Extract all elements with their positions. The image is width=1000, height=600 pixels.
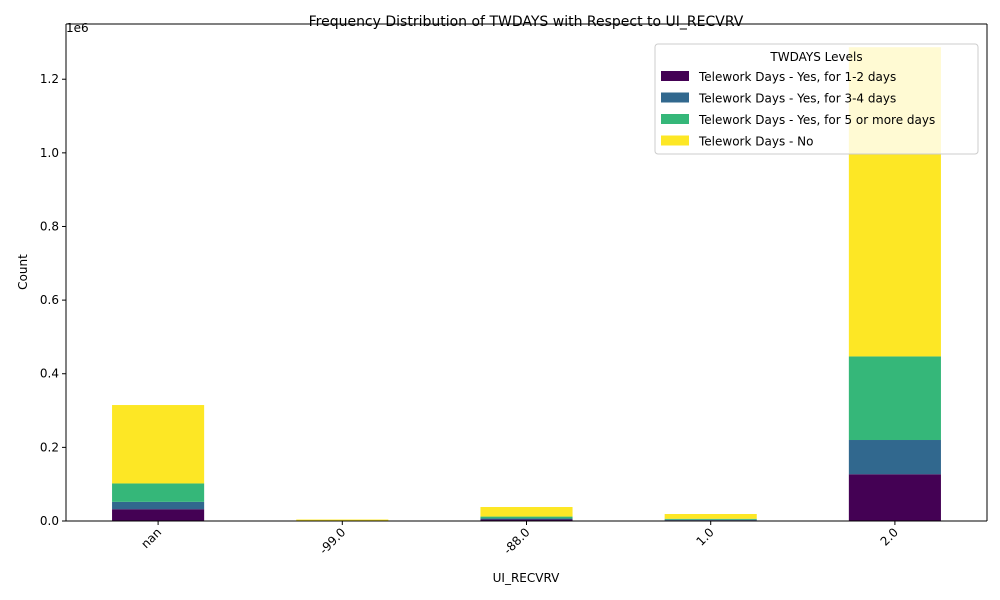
- legend-entry-label: Telework Days - Yes, for 5 or more days: [698, 113, 935, 127]
- axes-group: 0.0 0.2 0.4 0.6 0.8 1.0 1.2 nan -99.0 -88.0 1.0 2.0: [40, 23, 988, 557]
- bar-segment: [664, 519, 757, 521]
- y-tick-label: 0.6: [40, 293, 59, 307]
- legend-swatch: [661, 114, 689, 124]
- legend-box: [654, 43, 979, 155]
- x-tick-label: nan: [138, 525, 164, 551]
- x-tick-label: 2.0: [878, 525, 901, 548]
- legend: TWDAYS Levels Telework Days - Yes, for 1-…: [654, 43, 979, 155]
- y-tick-label: 1.2: [40, 72, 59, 86]
- x-tick-label: -88.0: [501, 525, 533, 557]
- legend-swatch: [661, 92, 689, 103]
- x-tick-label: 1.0: [693, 525, 716, 548]
- y-axis-label: Count: [16, 254, 30, 290]
- bar-segment: [296, 519, 389, 521]
- y-offset-label: 1e6: [66, 21, 89, 35]
- bar-segment: [664, 514, 757, 519]
- x-axis-label: UI_RECVRV: [493, 571, 561, 585]
- chart-title: Frequency Distribution of TWDAYS with Re…: [309, 14, 744, 30]
- legend-entry-label: Telework Days - No: [698, 135, 813, 149]
- bar-segment: [480, 507, 573, 517]
- legend-title: TWDAYS Levels: [769, 50, 862, 64]
- legend-entry-label: Telework Days - Yes, for 1-2 days: [698, 70, 896, 84]
- bar-segment: [664, 518, 757, 520]
- legend-swatch: [661, 71, 689, 81]
- bar-segment: [112, 509, 205, 521]
- bar-segment: [848, 440, 941, 475]
- bar-segment: [480, 518, 573, 520]
- legend-entry-label: Telework Days - Yes, for 3-4 days: [698, 92, 896, 106]
- y-tick-label: 0.4: [40, 367, 59, 381]
- bar-segment: [112, 483, 205, 502]
- bar-segment: [112, 501, 205, 510]
- bar-segment: [480, 519, 573, 521]
- bar-segment: [848, 474, 941, 521]
- bar-segment: [480, 516, 573, 519]
- x-tick-label: -99.0: [317, 525, 349, 557]
- y-tick-label: 1.0: [40, 146, 59, 160]
- legend-swatch: [661, 135, 689, 146]
- y-tick-label: 0.0: [40, 514, 59, 528]
- bar-segment: [112, 405, 205, 484]
- bar-segment: [848, 356, 941, 441]
- y-tick-label: 0.8: [40, 219, 59, 233]
- y-tick-label: 0.2: [40, 440, 59, 454]
